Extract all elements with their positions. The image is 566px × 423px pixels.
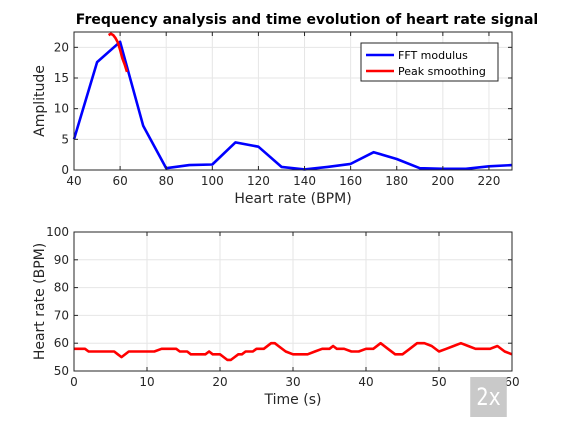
x-tick-label: 60	[112, 174, 127, 188]
x-tick-label: 40	[358, 375, 373, 389]
y-tick-label: 90	[54, 253, 69, 267]
x-tick-label: 50	[431, 375, 446, 389]
y-tick-label: 100	[46, 225, 69, 239]
x-tick-label: 80	[159, 174, 174, 188]
y-tick-label: 50	[54, 364, 69, 378]
y-tick-label: 10	[54, 102, 69, 116]
y-tick-label: 0	[61, 163, 69, 177]
x-tick-label: 100	[201, 174, 224, 188]
y-tick-label: 60	[54, 336, 69, 350]
x-tick-label: 10	[139, 375, 154, 389]
chart-title: Frequency analysis and time evolution of…	[76, 12, 538, 28]
x-tick-label: 140	[293, 174, 316, 188]
x-tick-label: 180	[385, 174, 408, 188]
x-tick-label: 20	[212, 375, 227, 389]
y-tick-label: 15	[54, 71, 69, 85]
x-axis-label: Heart rate (BPM)	[234, 191, 351, 207]
zoom-badge[interactable]: 2x	[470, 377, 507, 417]
x-tick-label: 220	[477, 174, 500, 188]
legend: FFT modulus Peak smoothing	[361, 43, 498, 81]
x-tick-label: 200	[431, 174, 454, 188]
legend-label: FFT modulus	[398, 49, 468, 62]
x-tick-label: 0	[70, 375, 78, 389]
x-tick-label: 120	[247, 174, 270, 188]
y-tick-label: 70	[54, 308, 69, 322]
legend-label: Peak smoothing	[398, 65, 486, 78]
chart-1: 40 60 80 100 120 140 160 180 200 22005101520Heart…	[32, 12, 538, 207]
y-tick-label: 80	[54, 281, 69, 295]
y-tick-label: 20	[54, 40, 69, 54]
y-axis-label: Amplitude	[32, 65, 48, 137]
x-axis-label: Time (s)	[264, 392, 322, 408]
y-tick-label: 5	[61, 132, 69, 146]
x-tick-label: 30	[285, 375, 300, 389]
y-axis-label: Heart rate (BPM)	[32, 243, 48, 360]
x-tick-label: 160	[339, 174, 362, 188]
